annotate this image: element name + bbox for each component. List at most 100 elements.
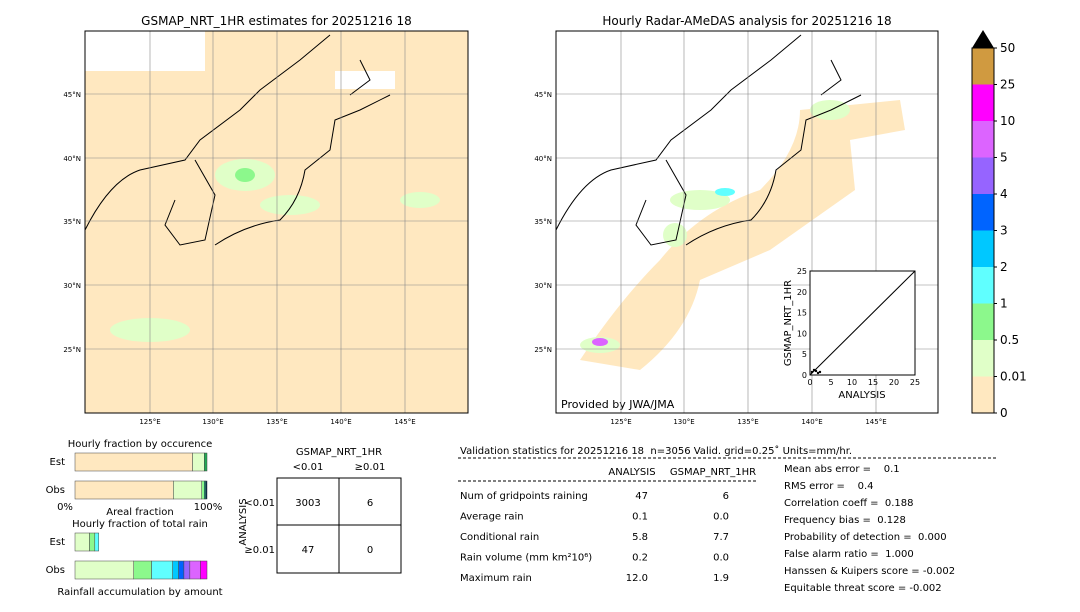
lon-tick-label: 130°E — [202, 418, 223, 426]
scatter-point — [816, 371, 820, 375]
fraction-bar-segment — [201, 480, 205, 500]
contingency-cell: 6 — [367, 498, 373, 509]
scatter-point — [812, 368, 816, 372]
inset-x-tick: 0 — [807, 378, 812, 387]
fraction-bar-segment — [74, 560, 134, 580]
colorbar-label: 0 — [1000, 406, 1008, 420]
inset-y-tick: 20 — [797, 288, 807, 297]
lat-tick-label: 25°N — [534, 346, 552, 354]
stat-gsmap-value: 1.9 — [713, 573, 729, 584]
fraction-bar-segment — [205, 480, 208, 500]
one-to-one-line — [809, 270, 916, 376]
colorbar-label: 5 — [1000, 151, 1008, 165]
map-title: Hourly Radar-AMeDAS analysis for 2025121… — [602, 14, 891, 28]
lon-tick-label: 125°E — [139, 418, 160, 426]
lon-tick-label: 140°E — [330, 418, 351, 426]
stat-analysis-value: 5.8 — [632, 532, 648, 543]
rain-area — [663, 223, 687, 247]
colorbar-label: 2 — [1000, 260, 1008, 274]
score-text: Equitable threat score = -0.002 — [784, 583, 942, 594]
col-label: ≥0.01 — [355, 462, 386, 473]
rain-area — [400, 192, 440, 208]
inset-y-tick: 15 — [797, 309, 807, 318]
stat-analysis-value: 0.2 — [632, 553, 648, 564]
fraction-bar-segment — [151, 560, 173, 580]
map-frame — [84, 30, 469, 414]
colorbar-label: 50 — [1000, 41, 1015, 55]
inset-x-tick: 10 — [847, 378, 857, 387]
fraction-chart-title: Hourly fraction of total rain — [72, 519, 208, 530]
lat-tick-label: 25°N — [63, 346, 81, 354]
colorbar-extend-triangle — [972, 30, 994, 48]
stat-gsmap-value: 0.0 — [713, 512, 729, 523]
fraction-bar-segment — [74, 532, 90, 552]
map-background — [85, 31, 468, 413]
colorbar-segment — [972, 303, 994, 340]
rain-area — [235, 168, 255, 182]
stat-label: Maximum rain — [460, 573, 532, 584]
row-label: <0.01 — [244, 498, 275, 509]
stats-header: Validation statistics for 20251216 18 n=… — [460, 445, 852, 457]
rain-area — [592, 338, 608, 346]
inset-x-tick: 20 — [889, 378, 899, 387]
score-text: Frequency bias = 0.128 — [784, 515, 906, 526]
category-label: Est — [50, 537, 66, 548]
fraction-bar-segment — [133, 560, 152, 580]
col-header: GSMAP_NRT_1HR — [670, 467, 756, 478]
fraction-chart-title: Hourly fraction by occurence — [68, 439, 212, 450]
lon-tick-label: 130°E — [673, 418, 694, 426]
lat-tick-label: 45°N — [534, 91, 552, 99]
fraction-bar-segment — [200, 560, 208, 580]
colorbar-segment — [972, 376, 994, 413]
colorbar-segment — [972, 84, 994, 121]
score-text: False alarm ratio = 1.000 — [784, 549, 914, 560]
scatter-point — [818, 370, 822, 374]
fraction-bar-segment — [178, 560, 185, 580]
rain-area — [670, 190, 730, 210]
lat-tick-label: 35°N — [63, 218, 81, 226]
colorbar-label: 0.01 — [1000, 370, 1027, 384]
stat-gsmap-value: 0.0 — [713, 553, 729, 564]
lon-tick-label: 145°E — [394, 418, 415, 426]
category-label: Obs — [46, 485, 65, 496]
map-frame — [555, 30, 939, 414]
colorbar-label: 0.5 — [1000, 333, 1019, 347]
score-text: Probability of detection = 0.000 — [784, 532, 947, 543]
colorbar-label: 3 — [1000, 224, 1008, 238]
lon-tick-label: 125°E — [610, 418, 631, 426]
lat-tick-label: 30°N — [534, 282, 552, 290]
no-data-region — [85, 31, 205, 71]
stat-label: Rain volume (mm km²10⁶) — [460, 553, 592, 564]
inset-xlabel: ANALYSIS — [838, 390, 885, 401]
row-title: ANALYSIS — [238, 498, 249, 545]
rain-region-outline — [580, 100, 905, 370]
inset-x-tick: 25 — [910, 378, 920, 387]
col-label: <0.01 — [293, 462, 324, 473]
colorbar-segment — [972, 340, 994, 377]
stat-analysis-value: 12.0 — [626, 573, 648, 584]
fraction-bar-segment — [74, 452, 193, 472]
fraction-bar-segment — [183, 560, 191, 580]
x-tick-label: 100% — [194, 502, 223, 513]
fraction-bar-segment — [192, 452, 205, 472]
colorbar-segment — [972, 267, 994, 304]
lat-tick-label: 45°N — [63, 91, 81, 99]
score-text: Correlation coeff = 0.188 — [784, 498, 914, 509]
inset-y-tick: 0 — [802, 371, 807, 380]
lon-tick-label: 140°E — [801, 418, 822, 426]
x-tick-label: 0% — [57, 502, 73, 513]
scatter-point — [810, 370, 814, 374]
score-text: Mean abs error = 0.1 — [784, 464, 900, 475]
lon-tick-label: 145°E — [865, 418, 886, 426]
fraction-bar-segment — [173, 480, 202, 500]
stat-label: Average rain — [460, 512, 524, 523]
colorbar-label: 1 — [1000, 297, 1008, 311]
credit-text: Provided by JWA/JMA — [561, 398, 675, 411]
lon-tick-label: 135°E — [266, 418, 287, 426]
contingency-cell: 3003 — [295, 498, 320, 509]
lat-tick-label: 40°N — [63, 155, 81, 163]
no-data-region — [335, 71, 395, 89]
row-label: ≥0.01 — [244, 545, 275, 556]
